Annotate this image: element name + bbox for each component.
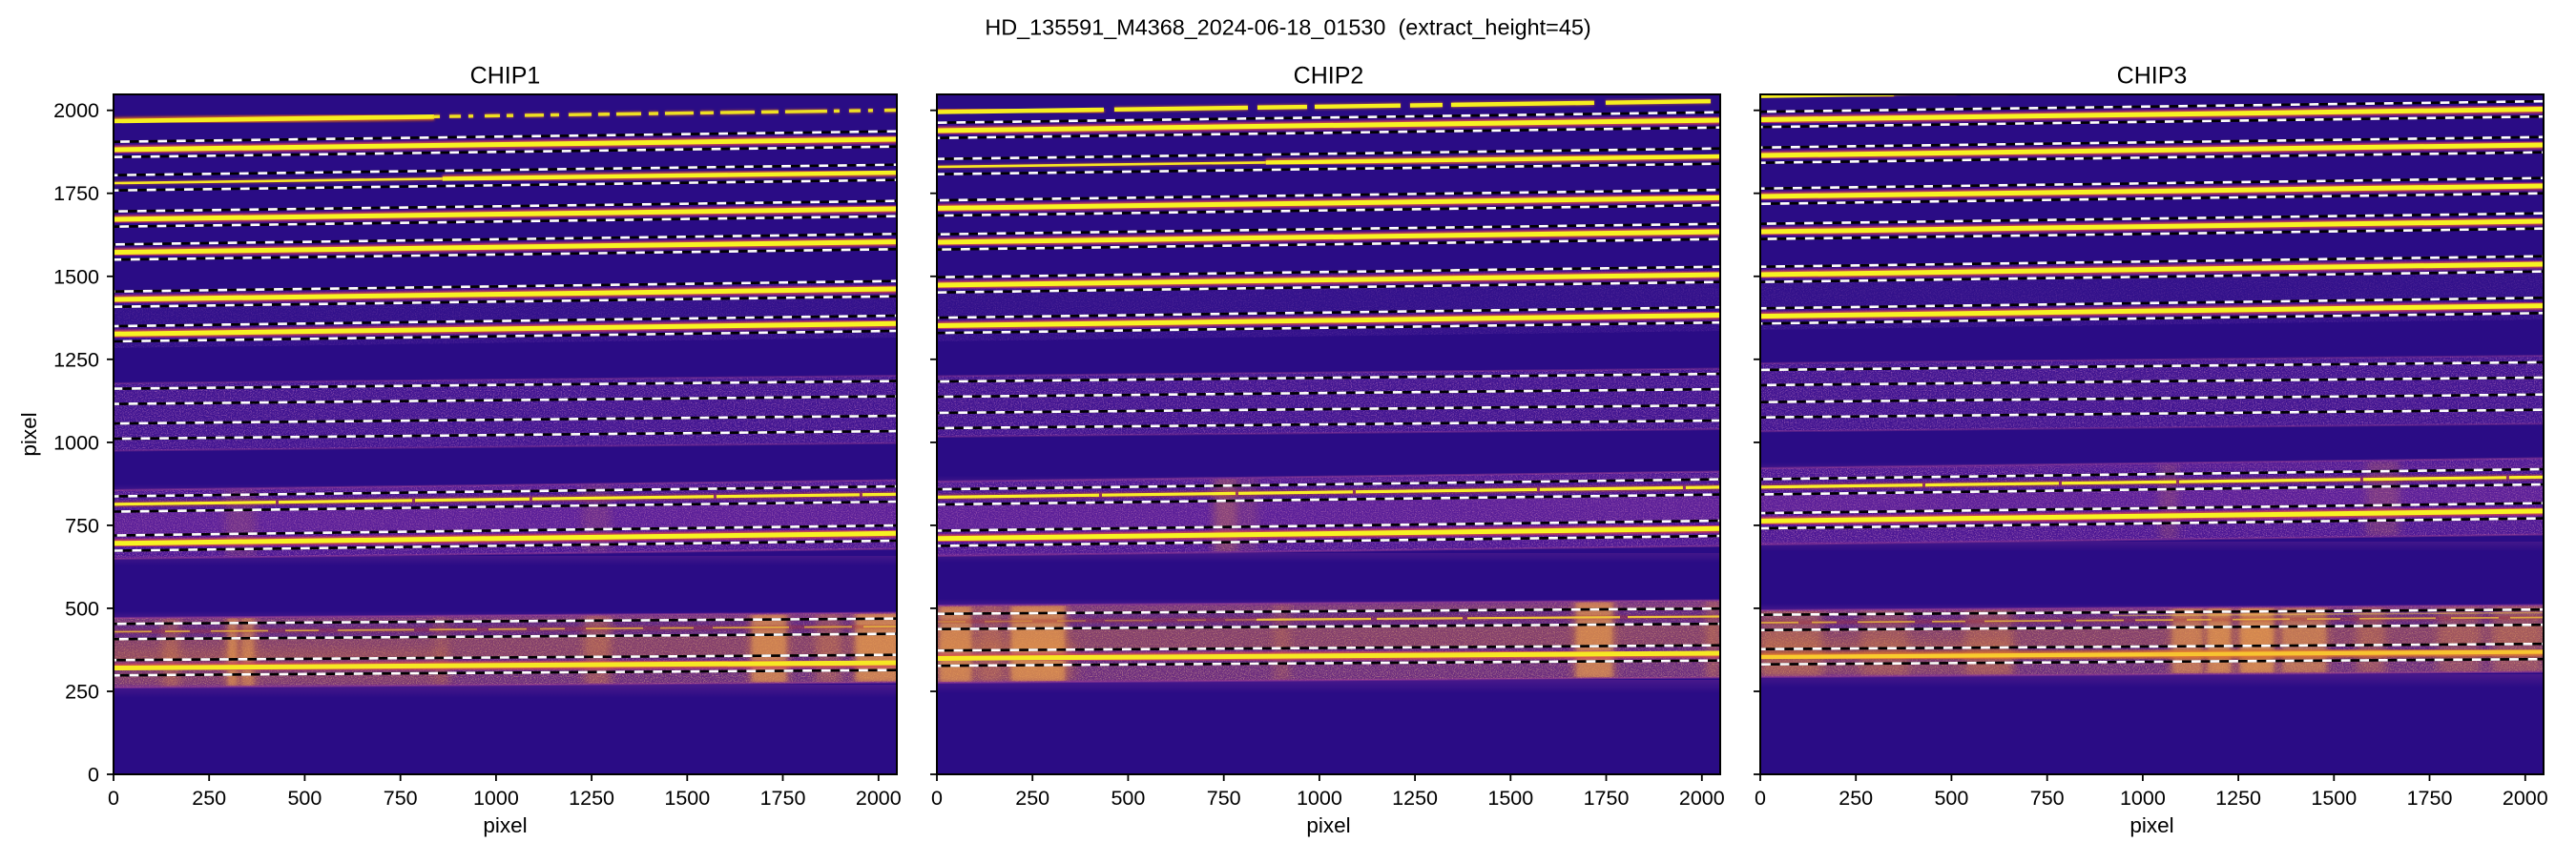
svg-text:CHIP2: CHIP2 bbox=[1294, 63, 1364, 90]
svg-text:0: 0 bbox=[931, 787, 943, 810]
svg-text:CHIP1: CHIP1 bbox=[470, 63, 541, 90]
svg-text:250: 250 bbox=[192, 787, 226, 810]
svg-text:pixel: pixel bbox=[1306, 813, 1350, 837]
svg-text:2000: 2000 bbox=[1679, 787, 1725, 810]
svg-text:0: 0 bbox=[88, 764, 99, 787]
svg-text:500: 500 bbox=[65, 597, 99, 620]
svg-text:750: 750 bbox=[2030, 787, 2065, 810]
svg-text:2000: 2000 bbox=[2503, 787, 2548, 810]
svg-text:1250: 1250 bbox=[2215, 787, 2261, 810]
svg-text:1500: 1500 bbox=[1487, 787, 1533, 810]
svg-text:1750: 1750 bbox=[53, 182, 99, 205]
svg-text:750: 750 bbox=[384, 787, 418, 810]
svg-text:CHIP3: CHIP3 bbox=[2117, 63, 2188, 90]
svg-text:pixel: pixel bbox=[17, 412, 41, 456]
svg-text:1750: 1750 bbox=[760, 787, 806, 810]
svg-text:250: 250 bbox=[65, 681, 99, 704]
svg-text:pixel: pixel bbox=[483, 813, 527, 837]
svg-text:1250: 1250 bbox=[53, 348, 99, 371]
svg-text:2000: 2000 bbox=[53, 99, 99, 122]
svg-text:1000: 1000 bbox=[53, 431, 99, 454]
svg-text:1000: 1000 bbox=[2120, 787, 2166, 810]
svg-text:750: 750 bbox=[1207, 787, 1241, 810]
svg-text:0: 0 bbox=[1755, 787, 1766, 810]
svg-text:2000: 2000 bbox=[856, 787, 902, 810]
svg-text:500: 500 bbox=[287, 787, 322, 810]
svg-text:1000: 1000 bbox=[473, 787, 519, 810]
svg-text:1250: 1250 bbox=[1392, 787, 1438, 810]
svg-text:1500: 1500 bbox=[664, 787, 710, 810]
svg-text:1750: 1750 bbox=[2407, 787, 2453, 810]
svg-text:750: 750 bbox=[65, 514, 99, 537]
svg-text:1500: 1500 bbox=[53, 265, 99, 288]
svg-text:250: 250 bbox=[1839, 787, 1873, 810]
svg-text:1750: 1750 bbox=[1584, 787, 1630, 810]
svg-text:500: 500 bbox=[1934, 787, 1968, 810]
svg-text:250: 250 bbox=[1015, 787, 1049, 810]
svg-text:HD_135591_M4368_2024-06-18_015: HD_135591_M4368_2024-06-18_01530 (extrac… bbox=[985, 15, 1590, 40]
svg-text:1500: 1500 bbox=[2311, 787, 2357, 810]
svg-text:0: 0 bbox=[108, 787, 119, 810]
svg-text:1000: 1000 bbox=[1297, 787, 1342, 810]
svg-text:pixel: pixel bbox=[2129, 813, 2173, 837]
svg-text:500: 500 bbox=[1111, 787, 1145, 810]
svg-text:1250: 1250 bbox=[569, 787, 614, 810]
